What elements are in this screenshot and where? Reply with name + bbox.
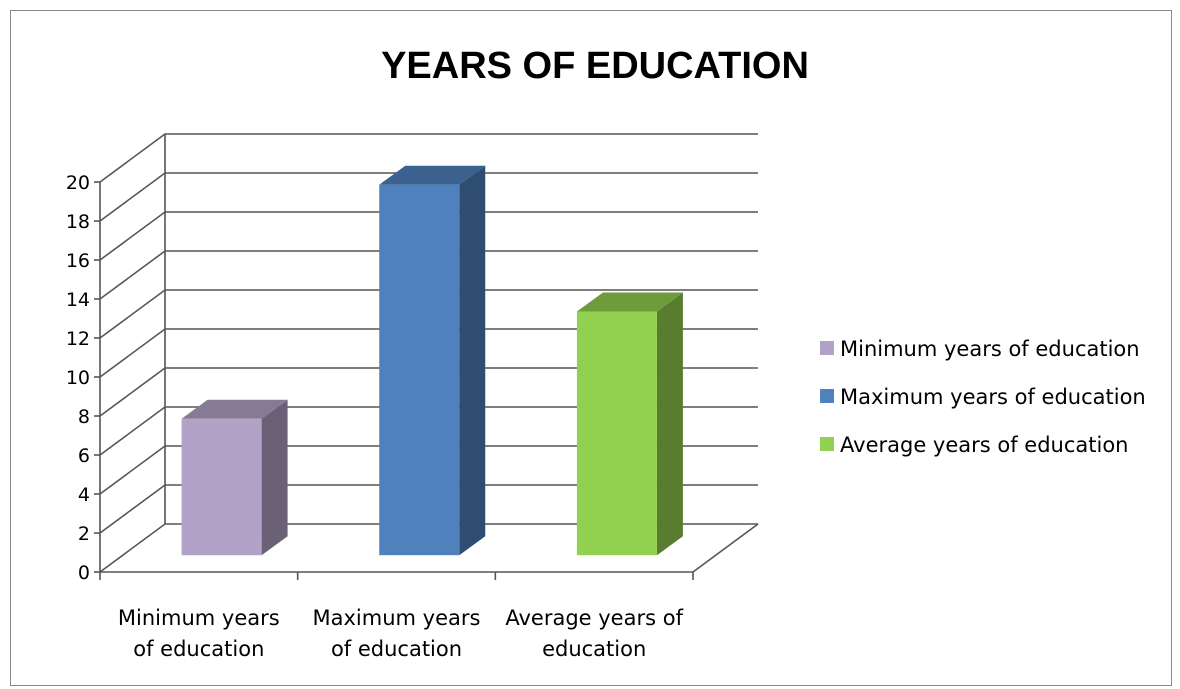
y-tick-label: 6 bbox=[78, 445, 90, 467]
legend-label: Maximum years of education bbox=[840, 385, 1146, 409]
legend-item: Average years of education bbox=[820, 433, 1129, 457]
bar-top bbox=[379, 165, 486, 185]
y-tick-label: 8 bbox=[78, 406, 90, 428]
bars bbox=[181, 165, 683, 556]
bar-top bbox=[576, 292, 683, 312]
bar-front bbox=[181, 418, 262, 556]
y-tick-label: 4 bbox=[78, 484, 90, 506]
category-label: of education bbox=[133, 637, 264, 661]
legend-swatch bbox=[820, 389, 834, 403]
bar-side bbox=[261, 399, 288, 556]
y-tick-label: 12 bbox=[66, 328, 90, 350]
y-tick-label: 18 bbox=[66, 211, 90, 233]
bar-front bbox=[379, 184, 460, 556]
bar-1 bbox=[181, 399, 288, 556]
bar-side bbox=[459, 165, 486, 556]
legend-label: Minimum years of education bbox=[840, 337, 1140, 361]
bar-front bbox=[576, 311, 657, 556]
grid-layer bbox=[94, 133, 759, 580]
category-label: Average years of bbox=[505, 606, 683, 630]
y-tick-label: 20 bbox=[66, 172, 90, 194]
bar-3 bbox=[576, 292, 683, 556]
legend-item: Maximum years of education bbox=[820, 385, 1146, 409]
y-tick-labels: 0 2 4 6 8 10 12 14 16 18 20 bbox=[66, 172, 90, 584]
category-label: of education bbox=[331, 637, 462, 661]
bar-2 bbox=[379, 165, 486, 556]
legend-swatch bbox=[820, 437, 834, 451]
category-label: education bbox=[542, 637, 646, 661]
chart-title: YEARS OF EDUCATION bbox=[381, 45, 809, 87]
category-label: Minimum years bbox=[118, 606, 280, 630]
legend: Minimum years of education Maximum years … bbox=[820, 337, 1146, 457]
legend-label: Average years of education bbox=[840, 433, 1129, 457]
category-label: Maximum years bbox=[313, 606, 481, 630]
floor-right-edge bbox=[692, 523, 759, 573]
y-tick-label: 0 bbox=[78, 562, 90, 584]
y-tick-label: 14 bbox=[66, 289, 90, 311]
bar-side bbox=[656, 292, 683, 556]
legend-item: Minimum years of education bbox=[820, 337, 1140, 361]
legend-swatch bbox=[820, 341, 834, 355]
bar-top bbox=[181, 399, 288, 419]
y-tick-label: 2 bbox=[78, 523, 90, 545]
y-tick-label: 16 bbox=[66, 250, 90, 272]
category-labels: Minimum years of education Maximum years of… bbox=[118, 606, 684, 661]
y-tick-label: 10 bbox=[66, 367, 90, 389]
